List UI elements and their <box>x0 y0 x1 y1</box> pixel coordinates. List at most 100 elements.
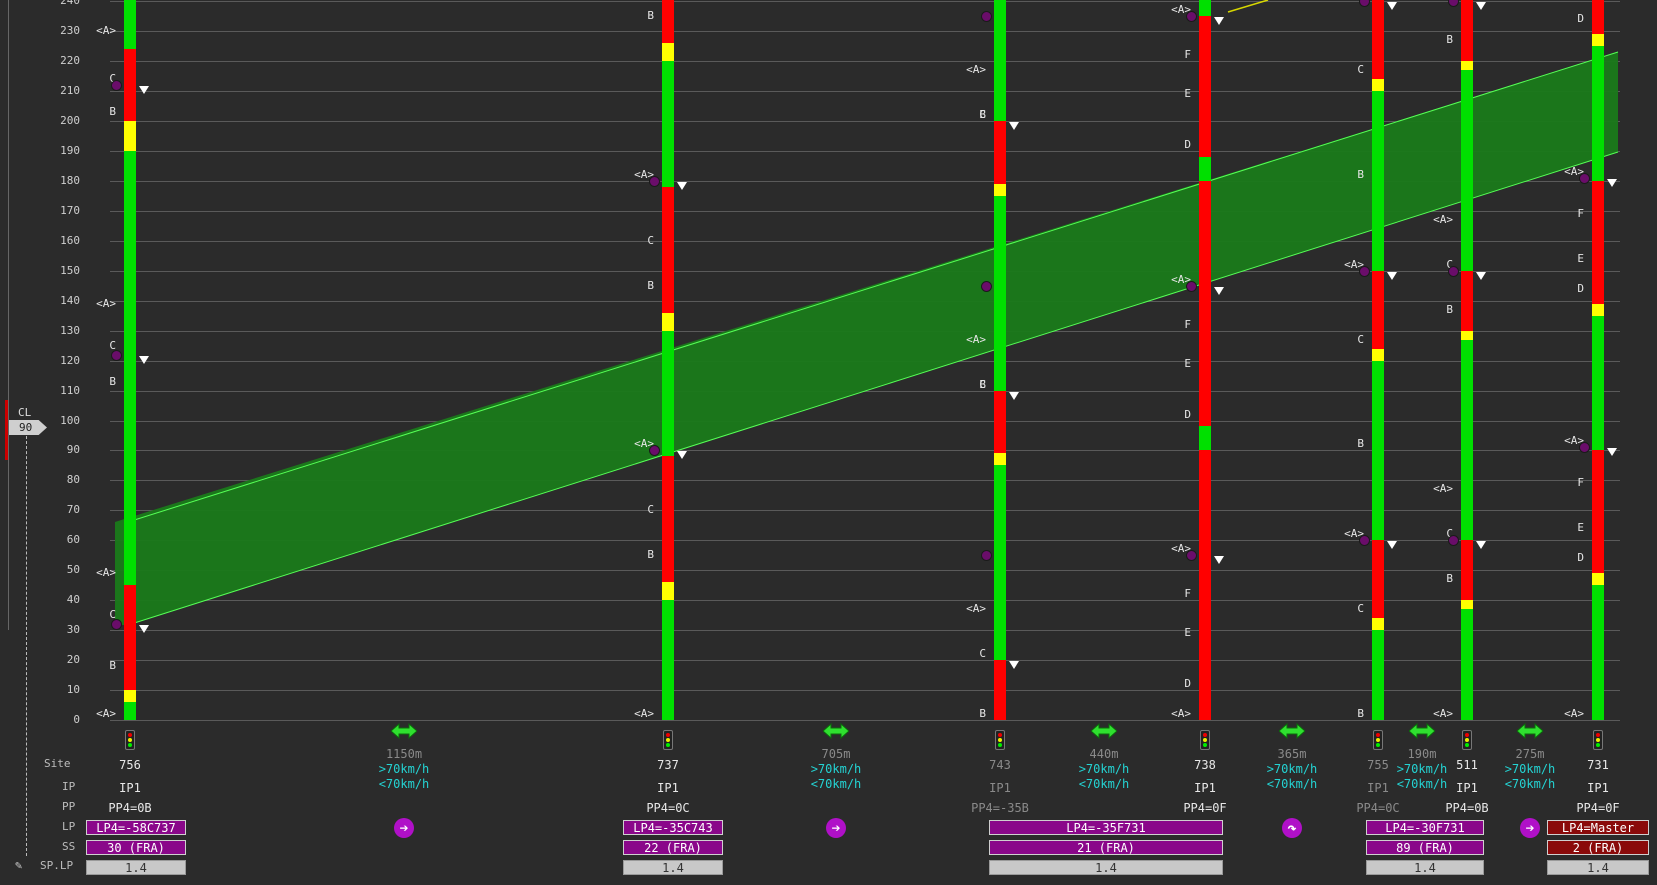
marker-triangle-icon[interactable] <box>1476 541 1486 550</box>
marker-triangle-icon[interactable] <box>1009 122 1019 130</box>
signal-bar-738[interactable] <box>1199 0 1211 720</box>
phase-letter: C <box>109 608 116 622</box>
marker-triangle-icon[interactable] <box>1476 2 1486 11</box>
ss-box[interactable]: 2 (FRA) <box>1547 840 1649 855</box>
right-arrow-icon[interactable]: ➔ <box>394 818 414 838</box>
offset-dot[interactable] <box>981 11 992 23</box>
right-arrow-icon[interactable]: ➔ <box>1520 818 1540 838</box>
curve-arrow-icon[interactable]: ↷ <box>1282 818 1302 838</box>
site-number[interactable]: 755 <box>1367 758 1389 772</box>
offset-dot[interactable] <box>981 280 992 292</box>
site-ip: IP1 <box>657 781 679 795</box>
phase-letter: <A> <box>1433 212 1453 226</box>
double-arrow-icon[interactable] <box>1091 723 1117 739</box>
splp-box[interactable]: 1.4 <box>623 860 723 875</box>
lp-box[interactable]: LP4=-35C743 <box>623 820 723 835</box>
marker-triangle-icon[interactable] <box>1214 556 1224 565</box>
marker-triangle-icon[interactable] <box>139 86 149 95</box>
lp-box[interactable]: LP4=Master <box>1547 820 1649 835</box>
marker-triangle-icon[interactable] <box>1476 271 1486 280</box>
double-arrow-icon[interactable] <box>1409 723 1435 739</box>
ss-box[interactable]: 21 (FRA) <box>989 840 1223 855</box>
offset-dot[interactable] <box>111 619 122 631</box>
signal-bar-731[interactable] <box>1592 0 1604 720</box>
offset-dot[interactable] <box>981 550 992 562</box>
offset-dot[interactable] <box>1448 535 1459 547</box>
offset-dot[interactable] <box>1579 442 1590 454</box>
splp-box[interactable]: 1.4 <box>1547 860 1649 875</box>
splp-pin-icon[interactable]: ✎ <box>15 858 23 872</box>
offset-dot[interactable] <box>1359 0 1370 8</box>
signal-phase-segment <box>1199 0 1211 17</box>
phase-letter: F <box>1184 587 1191 601</box>
lp-box[interactable]: LP4=-35F731 <box>989 820 1223 835</box>
offset-dot[interactable] <box>1186 550 1197 562</box>
offset-dot[interactable] <box>649 445 660 457</box>
lamp <box>1596 738 1600 742</box>
traffic-light-icon[interactable] <box>1200 730 1210 750</box>
phase-letter: B <box>979 707 986 720</box>
double-arrow-icon[interactable] <box>391 723 417 739</box>
offset-dot[interactable] <box>1359 265 1370 277</box>
marker-triangle-icon[interactable] <box>1387 2 1397 11</box>
lp-box[interactable]: LP4=-58C737 <box>86 820 186 835</box>
traffic-light-icon[interactable] <box>1373 730 1383 750</box>
marker-triangle-icon[interactable] <box>1214 286 1224 295</box>
marker-triangle-icon[interactable] <box>1009 661 1019 670</box>
offset-dot[interactable] <box>649 175 660 187</box>
traffic-light-icon[interactable] <box>995 730 1005 750</box>
lamp <box>128 733 132 737</box>
marker-triangle-icon[interactable] <box>1387 271 1397 280</box>
site-number[interactable]: 511 <box>1456 758 1478 772</box>
offset-dot[interactable] <box>1186 11 1197 23</box>
offset-dot[interactable] <box>1359 535 1370 547</box>
site-number[interactable]: 756 <box>119 758 141 772</box>
offset-dot[interactable] <box>111 80 122 92</box>
traffic-light-icon[interactable] <box>663 730 673 750</box>
marker-triangle-icon[interactable] <box>1009 391 1019 400</box>
site-number[interactable]: 737 <box>657 758 679 772</box>
double-arrow-icon[interactable] <box>1279 723 1305 739</box>
gridline <box>110 1 1620 3</box>
signal-bar-743[interactable] <box>994 0 1006 720</box>
signal-bar-756[interactable] <box>124 0 136 720</box>
offset-dot[interactable] <box>1579 172 1590 184</box>
y-tick-label: 210 <box>60 84 80 98</box>
traffic-light-icon[interactable] <box>125 730 135 750</box>
offset-dot[interactable] <box>111 349 122 361</box>
signal-bar-755[interactable] <box>1372 0 1384 720</box>
ss-box[interactable]: 30 (FRA) <box>86 840 186 855</box>
site-number[interactable]: 731 <box>1587 758 1609 772</box>
ss-box[interactable]: 22 (FRA) <box>623 840 723 855</box>
site-number[interactable]: 743 <box>989 758 1011 772</box>
offset-dot[interactable] <box>1448 265 1459 277</box>
site-number[interactable]: 738 <box>1194 758 1216 772</box>
splp-box[interactable]: 1.4 <box>1366 860 1484 875</box>
splp-box[interactable]: 1.4 <box>86 860 186 875</box>
marker-triangle-icon[interactable] <box>1214 17 1224 26</box>
phase-letter: C <box>979 108 986 121</box>
marker-triangle-icon[interactable] <box>1387 541 1397 550</box>
marker-triangle-icon[interactable] <box>677 181 687 190</box>
right-arrow-icon[interactable]: ➔ <box>826 818 846 838</box>
marker-triangle-icon[interactable] <box>139 625 149 634</box>
lp-box[interactable]: LP4=-30F731 <box>1366 820 1484 835</box>
offset-dot[interactable] <box>1186 280 1197 292</box>
signal-bar-737[interactable] <box>662 0 674 720</box>
offset-dot[interactable] <box>1448 0 1459 8</box>
splp-box[interactable]: 1.4 <box>989 860 1223 875</box>
marker-triangle-icon[interactable] <box>139 355 149 364</box>
traffic-light-icon[interactable] <box>1593 730 1603 750</box>
gridline <box>110 450 1620 452</box>
signal-bar-511[interactable] <box>1461 0 1473 720</box>
marker-triangle-icon[interactable] <box>677 451 687 460</box>
marker-triangle-icon[interactable] <box>1607 178 1617 187</box>
traffic-light-icon[interactable] <box>1462 730 1472 750</box>
signal-phase-segment <box>1372 360 1384 541</box>
marker-triangle-icon[interactable] <box>1607 448 1617 457</box>
double-arrow-icon[interactable] <box>823 723 849 739</box>
double-arrow-icon[interactable] <box>1517 723 1543 739</box>
phase-letter: C <box>979 377 986 391</box>
ss-box[interactable]: 89 (FRA) <box>1366 840 1484 855</box>
cl-value-box[interactable]: 90 <box>9 420 47 435</box>
